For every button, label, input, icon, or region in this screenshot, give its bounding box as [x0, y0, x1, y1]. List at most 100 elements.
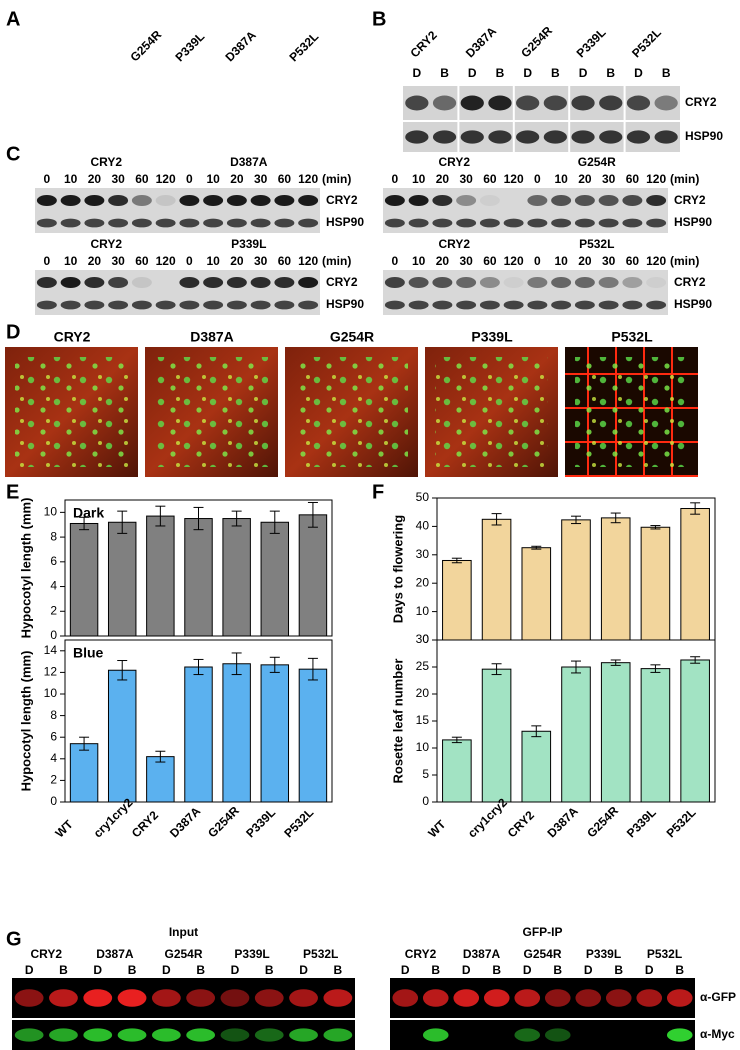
band	[626, 130, 651, 144]
band	[179, 277, 200, 288]
blot	[383, 213, 668, 233]
x-tick-label: WT	[425, 817, 449, 841]
y-axis-label: Days to flowering	[390, 515, 405, 623]
band	[605, 989, 632, 1007]
band	[179, 218, 200, 228]
band	[453, 989, 480, 1007]
micrograph-green	[575, 357, 688, 467]
condition-label: B	[614, 963, 623, 977]
band	[622, 218, 643, 228]
bar	[222, 663, 251, 803]
band-label: HSP90	[326, 215, 364, 229]
band	[456, 218, 477, 228]
time-label: 120	[156, 254, 176, 268]
y-tick-label: 8	[50, 529, 57, 543]
band	[155, 218, 176, 228]
band	[527, 277, 548, 288]
band	[179, 300, 200, 310]
band	[422, 989, 449, 1007]
time-label: 60	[626, 172, 640, 186]
band-label: CRY2	[326, 275, 358, 289]
column-label: P339L	[172, 29, 207, 64]
band	[289, 1028, 318, 1042]
y-tick-label: 40	[416, 519, 430, 533]
band-label: CRY2	[326, 193, 358, 207]
column-label: CRY2	[90, 155, 122, 169]
band	[384, 195, 405, 206]
y-tick-label: 20	[416, 686, 430, 700]
y-axis-label: Hypocotyl length (mm)	[18, 498, 33, 639]
band	[654, 95, 678, 111]
band	[405, 95, 429, 111]
column-label: P532L	[303, 947, 338, 961]
band	[250, 195, 271, 206]
x-tick-label: P532L	[664, 805, 699, 840]
band	[571, 130, 595, 144]
time-label: 120	[504, 172, 524, 186]
band	[460, 130, 484, 144]
band	[622, 300, 643, 310]
band	[323, 989, 353, 1007]
y-tick-label: 10	[44, 686, 58, 700]
band	[108, 300, 129, 310]
condition-label: B	[334, 963, 343, 977]
band	[574, 277, 595, 288]
band	[516, 95, 540, 111]
unit-label: (min)	[322, 254, 351, 268]
unit-label: (min)	[670, 172, 699, 186]
blot	[35, 295, 320, 315]
condition-label: B	[675, 963, 684, 977]
time-label: 30	[459, 254, 473, 268]
band	[84, 277, 105, 288]
time-label: 30	[602, 254, 616, 268]
column-label: P339L	[234, 947, 269, 961]
column-label: P532L	[629, 25, 664, 60]
condition-label: B	[265, 963, 274, 977]
condition-label: D	[634, 66, 643, 80]
column-label: P339L	[586, 947, 621, 961]
bar	[146, 515, 175, 637]
band-label: HSP90	[674, 297, 712, 311]
annotation: Dark	[73, 505, 104, 521]
band	[226, 195, 247, 206]
band	[384, 277, 405, 288]
band	[456, 195, 477, 206]
band	[274, 300, 295, 310]
column-label: D387A	[230, 155, 268, 169]
condition-label: D	[25, 963, 34, 977]
column-label: G254R	[164, 947, 202, 961]
blot	[383, 270, 668, 295]
x-tick-label: WT	[53, 817, 77, 841]
bar	[442, 739, 472, 803]
y-tick-label: 6	[50, 729, 57, 743]
condition-label: B	[128, 963, 137, 977]
column-label: P339L	[574, 25, 609, 60]
band	[226, 300, 247, 310]
column-label: CRY2	[407, 28, 439, 60]
time-label: 10	[206, 172, 220, 186]
band	[666, 989, 693, 1007]
band	[503, 300, 524, 310]
band	[432, 195, 453, 206]
x-tick-label: G254R	[205, 803, 242, 840]
band	[298, 300, 319, 310]
time-label: 10	[64, 172, 78, 186]
bar	[640, 526, 671, 641]
blot	[35, 213, 320, 233]
time-label: 30	[111, 172, 125, 186]
band	[36, 195, 57, 206]
band	[422, 1028, 449, 1042]
time-label: 0	[392, 254, 399, 268]
band	[220, 989, 250, 1007]
band	[654, 130, 678, 144]
band	[432, 300, 453, 310]
plot-frame	[64, 639, 333, 803]
band	[250, 218, 271, 228]
band	[598, 195, 619, 206]
y-tick-label: 8	[50, 708, 57, 722]
time-label: 120	[298, 254, 318, 268]
panel-label: C	[6, 143, 20, 165]
band	[131, 277, 152, 288]
band	[155, 195, 176, 206]
time-label: 30	[254, 172, 268, 186]
